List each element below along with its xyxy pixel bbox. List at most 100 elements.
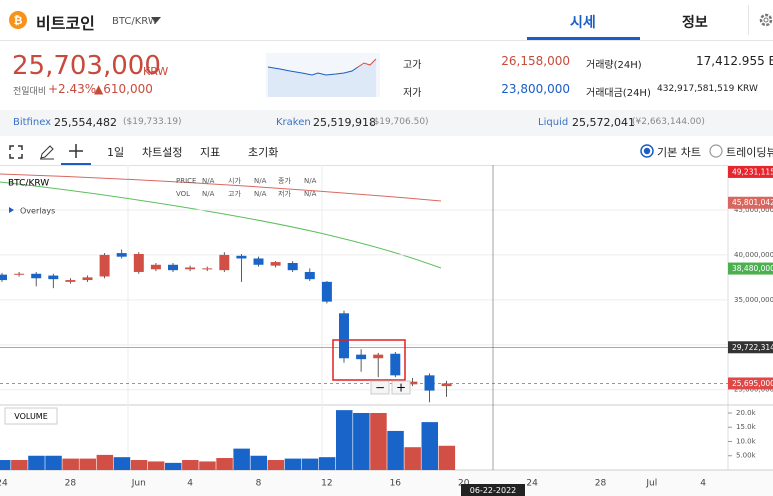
stat-label: 고가 — [403, 60, 422, 71]
crosshair-date-box — [461, 484, 525, 496]
change-amount: ▲610,000 — [94, 82, 153, 96]
price: 25,703,000 — [12, 51, 161, 81]
candle-body — [253, 258, 264, 265]
y-tick-label: 25,000,000 — [734, 386, 773, 394]
exchange-ref: ($19,706.50) — [370, 117, 429, 127]
candle-body — [150, 264, 161, 270]
candle-body — [424, 375, 435, 391]
volume-bar — [113, 457, 131, 470]
sparkline — [266, 53, 380, 97]
price-tag — [728, 262, 773, 275]
candle-body — [31, 273, 42, 279]
symbol: BTC/KRW — [8, 179, 49, 189]
dropdown[interactable] — [150, 16, 162, 24]
zoom-text: − — [375, 381, 385, 395]
crosshair-date: 06-22-2022 — [470, 486, 517, 495]
price-tag — [728, 341, 773, 354]
x-tick-label: 24 — [526, 479, 538, 489]
v-tick-label: 20.0k — [736, 409, 757, 417]
x-tick-label: 28 — [595, 479, 607, 489]
info-value: N/A — [202, 177, 215, 185]
overlay-arrow[interactable] — [9, 207, 14, 213]
divider — [748, 5, 749, 35]
x-tick-label: 4 — [700, 479, 706, 489]
x-tick-label: 24 — [0, 479, 8, 489]
toolbar-item[interactable]: 초기화 — [248, 146, 279, 159]
price-tag-label: 29,722,314 — [732, 343, 773, 352]
volume-bar — [250, 455, 267, 470]
candle-body — [133, 253, 144, 272]
stat-value: 26,158,000 — [501, 54, 570, 68]
candle-body — [219, 254, 230, 271]
candle-body — [390, 353, 401, 376]
candle-body — [356, 354, 367, 360]
mode-option[interactable]: 기본 차트 — [657, 146, 701, 159]
volume-bar — [353, 412, 370, 470]
candle-body — [185, 267, 196, 270]
tab[interactable]: 정보 — [682, 15, 708, 31]
toolbar: 1일 차트설정 지표 초기화 기본 차트 트레이딩뷰 — [0, 139, 773, 166]
volume-bar — [284, 458, 302, 470]
volume-bar — [199, 461, 216, 470]
zoom-out[interactable] — [370, 380, 390, 395]
settings-icon[interactable] — [758, 12, 773, 28]
stat-label: 저가 — [403, 88, 422, 99]
currency: KRW — [143, 65, 169, 78]
x-tick-label: 12 — [321, 479, 332, 489]
candle-body — [441, 383, 452, 387]
exchange-name: Kraken — [276, 117, 311, 128]
info-label: PRICE — [176, 177, 196, 185]
change-pct: +2.43% — [48, 82, 97, 96]
stat-label: 거래대금(24H) — [586, 88, 651, 99]
overlays[interactable]: Overlays — [20, 207, 55, 216]
mode-option[interactable]: 트레이딩뷰 — [726, 146, 773, 159]
candle-body — [287, 262, 298, 271]
change-label: 전일대비 — [13, 87, 47, 97]
stat-value: 17,412.955 BTC — [696, 54, 773, 68]
info-label: 시가 — [228, 176, 241, 185]
summary: 25,703,000 KRW 전일대비 +2.43% ▲610,000 고가 2… — [0, 41, 773, 109]
volume-bar — [318, 457, 336, 470]
price-tag-label: 25,695,000 — [732, 379, 773, 388]
info-value: N/A — [304, 177, 317, 185]
volume-bar — [267, 460, 285, 470]
info-value: N/A — [304, 190, 317, 198]
price-tag-label: 49,231,115 — [732, 167, 773, 176]
candle-body — [0, 274, 7, 281]
tab[interactable]: 시세 — [570, 15, 596, 31]
toolbar-item[interactable]: 차트설정 — [142, 146, 183, 159]
exchange-name: Liquid — [538, 117, 569, 128]
volume-bar — [301, 458, 319, 470]
radio-off[interactable] — [709, 144, 723, 158]
exchange-price: 25,572,041 — [572, 116, 635, 129]
candle-body — [373, 354, 384, 359]
price-tag-label: 38,480,000 — [732, 264, 773, 273]
x-tick-label: 28 — [65, 479, 77, 489]
y-tick-label: 40,000,000 — [734, 251, 773, 259]
price-tag — [728, 377, 773, 390]
pair: BTC/KRW — [112, 16, 158, 27]
tab-underline — [527, 37, 640, 40]
exchange-ref: (¥2,663,144.00) — [632, 117, 705, 127]
candle-body — [236, 255, 247, 259]
price-tag — [728, 196, 773, 209]
v-tick-label: 5.00k — [736, 452, 757, 460]
v-tick-label: 15.0k — [736, 423, 757, 431]
zoom-in[interactable] — [391, 380, 411, 395]
volume-bar — [79, 458, 96, 470]
price-tag — [728, 165, 773, 178]
crosshair-tool[interactable] — [61, 139, 91, 165]
fullscreen-icon[interactable] — [9, 145, 23, 159]
interval[interactable]: 1일 — [107, 146, 125, 159]
draw-icon[interactable] — [39, 144, 55, 160]
volume-bar — [45, 455, 62, 470]
v-tick-label: 10.0k — [736, 437, 757, 445]
y-tick-label: 45,000,000 — [734, 206, 773, 214]
ma-line — [0, 173, 442, 202]
candle-body — [65, 280, 76, 282]
toolbar-item[interactable]: 지표 — [200, 146, 221, 159]
exchange-bar: Bitfinex 25,554,482 ($19,733.19) Kraken … — [0, 110, 773, 136]
info-label: 저가 — [278, 189, 291, 198]
radio-on[interactable] — [640, 144, 654, 158]
